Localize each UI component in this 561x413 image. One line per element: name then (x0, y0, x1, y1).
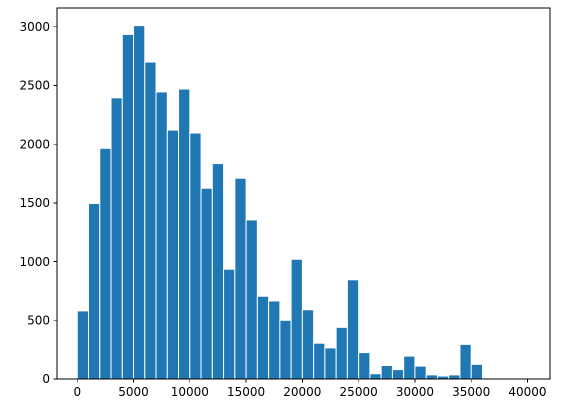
y-tick-label: 2500 (19, 79, 50, 93)
y-tick-label: 500 (27, 313, 50, 327)
histogram-bar (178, 88, 191, 380)
histogram-bar (279, 319, 292, 380)
histogram-bar (268, 300, 281, 380)
x-tick-label: 0 (73, 385, 81, 399)
histogram-bar (425, 374, 438, 380)
x-tick-label: 5000 (118, 385, 149, 399)
histogram-bar (290, 258, 303, 380)
histogram-bar (76, 310, 90, 380)
histogram-bar (110, 97, 123, 380)
y-tick-label: 0 (42, 372, 50, 386)
axes-frame (56, 7, 551, 380)
y-tick-label: 2000 (19, 137, 50, 151)
histogram-bar (301, 309, 315, 380)
x-tick-label: 20000 (283, 385, 321, 399)
histogram-bar (414, 365, 427, 380)
histogram-bar (470, 363, 483, 380)
y-tick-label: 1000 (19, 255, 50, 269)
histogram-bar (234, 177, 247, 380)
histogram-bar (313, 342, 326, 380)
histogram-bar (448, 374, 461, 380)
histogram-bar (256, 295, 270, 380)
histogram-bar (391, 369, 405, 380)
histogram-bar (144, 61, 157, 380)
histogram-bar (133, 25, 146, 380)
x-tick-label: 25000 (340, 385, 378, 399)
histogram-bar (358, 352, 371, 380)
axes-spines (56, 7, 551, 380)
y-axis-ticks: 0 500 1000 1500 2000 2500 3000 (19, 20, 57, 386)
histogram-bar (436, 375, 450, 380)
histogram-bar (369, 373, 382, 380)
y-tick-label: 1500 (19, 196, 50, 210)
histogram-bar (380, 365, 393, 380)
x-tick-label: 40000 (508, 385, 546, 399)
histogram-bar (166, 129, 180, 380)
histogram-bar (346, 279, 360, 380)
histogram-bar (223, 268, 236, 380)
histogram-bars (76, 25, 483, 380)
x-axis-ticks: 0 5000 10000 15000 20000 25000 30000 35000 40000 (73, 379, 547, 399)
histogram-bar (189, 132, 202, 380)
histogram-bar (155, 91, 168, 380)
histogram-bar (211, 163, 225, 380)
histogram-bar (245, 219, 258, 380)
histogram-bar (200, 187, 213, 380)
x-tick-label: 15000 (227, 385, 265, 399)
histogram-bar (459, 343, 472, 380)
y-tick-label: 3000 (19, 20, 50, 34)
histogram-bar (324, 347, 337, 380)
histogram-bar (335, 326, 348, 380)
x-tick-label: 35000 (452, 385, 490, 399)
x-tick-label: 10000 (171, 385, 209, 399)
x-tick-label: 30000 (396, 385, 434, 399)
histogram-bar (403, 355, 416, 380)
histogram-bar (121, 33, 135, 380)
histogram-bar (88, 202, 101, 380)
histogram-bar (99, 147, 112, 380)
